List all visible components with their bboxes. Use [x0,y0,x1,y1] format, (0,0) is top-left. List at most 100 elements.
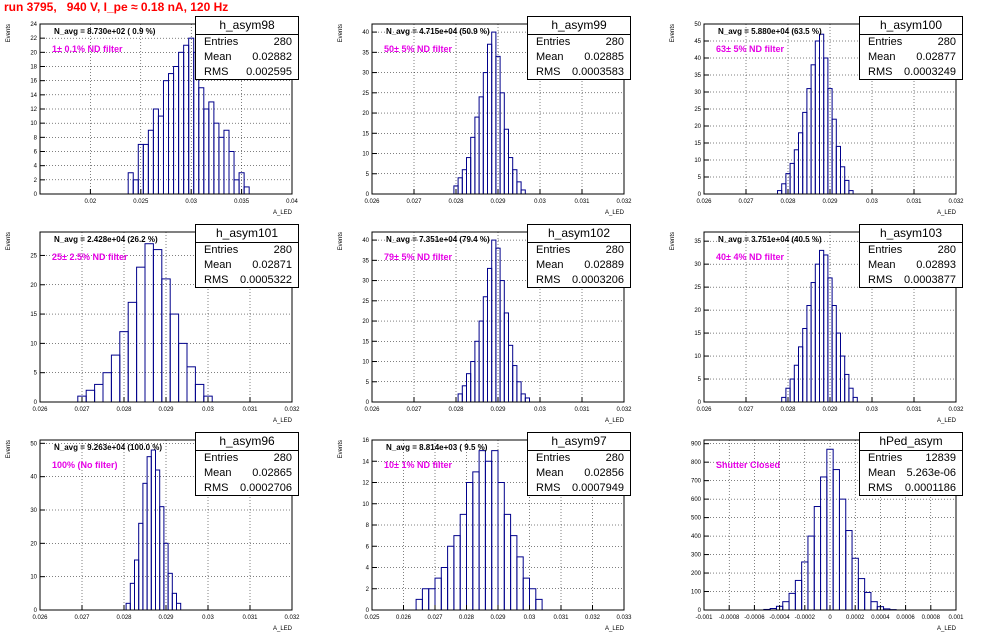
histogram-bin [458,178,462,194]
stat-value: 0.0005322 [240,273,292,288]
y-tick-label: 8 [366,523,370,529]
x-tick-label: 0.031 [906,407,922,413]
y-tick-label: 10 [362,360,369,366]
histogram-bin [485,461,491,610]
y-tick-label: 25 [694,107,701,113]
y-tick-label: 5 [34,371,38,377]
histogram-bin [416,599,422,610]
x-tick-label: 0.03 [866,199,878,205]
histogram-bin [828,278,832,402]
histogram-bin [807,89,811,194]
histogram-bin [158,116,163,194]
stat-value: 0.0003249 [904,65,956,80]
histogram-bin [845,180,849,194]
y-tick-label: 15 [362,339,369,345]
x-tick-label: 0.032 [948,407,964,413]
x-axis-label: A_LED [273,418,293,424]
histogram-name: h_asym101 [196,225,298,243]
y-tick-label: 8 [34,135,38,141]
x-tick-label: 0.032 [585,615,601,621]
stat-row-entries: Entries 280 [860,35,962,50]
x-tick-label: 0.028 [116,615,132,621]
y-tick-label: 35 [362,50,369,56]
histogram-bin [143,144,148,194]
histogram-bin [128,302,136,402]
stat-value: 0.02882 [252,50,292,65]
histogram-bin [95,384,103,402]
histogram-bin [790,163,794,194]
histogram-bin [530,589,536,610]
filter-annotation: 100% (No filter) [52,460,118,470]
histogram-bin [483,297,487,402]
histogram-bin [808,536,814,610]
x-tick-label: 0.029 [158,615,174,621]
histogram-bin [160,507,164,610]
stat-value: 280 [274,243,292,258]
y-tick-label: 45 [694,39,701,45]
histogram-name: h_asym102 [528,225,630,243]
histogram-bin [500,93,504,194]
stat-value: 0.002595 [246,65,292,80]
x-tick-label: 0.029 [822,199,838,205]
navg-label: N_avg = 3.751e+04 (40.5 %) [718,235,822,244]
histogram-bin [496,56,500,194]
stat-label: Entries [204,243,238,258]
histogram-bin [475,341,479,402]
histogram-bin [422,589,428,610]
stat-label: RMS [536,481,560,496]
histogram-bin [126,603,130,610]
x-axis-label: A_LED [605,626,625,632]
x-tick-label: 0.029 [490,615,506,621]
x-tick-label: 0.026 [364,199,380,205]
histogram-bin [189,38,194,194]
x-tick-label: 0.031 [242,615,258,621]
x-tick-label: 0.025 [364,615,380,621]
histogram-bin [803,112,807,194]
navg-label: N_avg = 4.715e+04 (50.9 %) [386,27,490,36]
x-tick-label: 0.028 [448,199,464,205]
histogram-bin [865,592,871,610]
y-tick-label: 700 [691,479,702,485]
histogram-name: hPed_asym [860,433,962,451]
histogram-name: h_asym99 [528,17,630,35]
x-axis-label: A_LED [937,418,957,424]
histogram-bin [836,333,840,402]
y-tick-label: 5 [698,175,702,181]
stat-label: Entries [868,35,902,50]
histogram-bin [517,382,521,402]
filter-annotation: Shutter Closed [716,460,780,470]
filter-annotation: 40± 4% ND filter [716,252,784,262]
histogram-bin [794,150,798,194]
y-tick-label: 15 [362,131,369,137]
histogram-bin [435,578,441,610]
stat-label: Entries [204,451,238,466]
histogram-bin [473,472,479,610]
histogram-bin [454,536,460,610]
filter-annotation: 63± 5% ND filter [716,44,784,54]
stat-value: 280 [938,35,956,50]
x-tick-label: 0.032 [616,199,632,205]
histogram-bin [143,483,147,610]
y-tick-label: 10 [30,121,37,127]
y-tick-label: 25 [30,253,37,259]
histogram-bin [513,170,517,194]
filter-annotation: 50± 5% ND filter [384,44,452,54]
y-tick-label: 16 [362,438,369,444]
y-tick-label: 5 [366,172,370,178]
histogram-bin [145,244,153,402]
y-axis-label: Events [338,440,344,458]
x-tick-label: 0.031 [553,615,569,621]
x-tick-label: 0.0008 [922,615,941,621]
y-tick-label: 24 [30,22,37,28]
y-tick-label: 4 [34,164,38,170]
x-tick-label: 0.0002 [846,615,865,621]
x-tick-label: 0.027 [74,407,90,413]
